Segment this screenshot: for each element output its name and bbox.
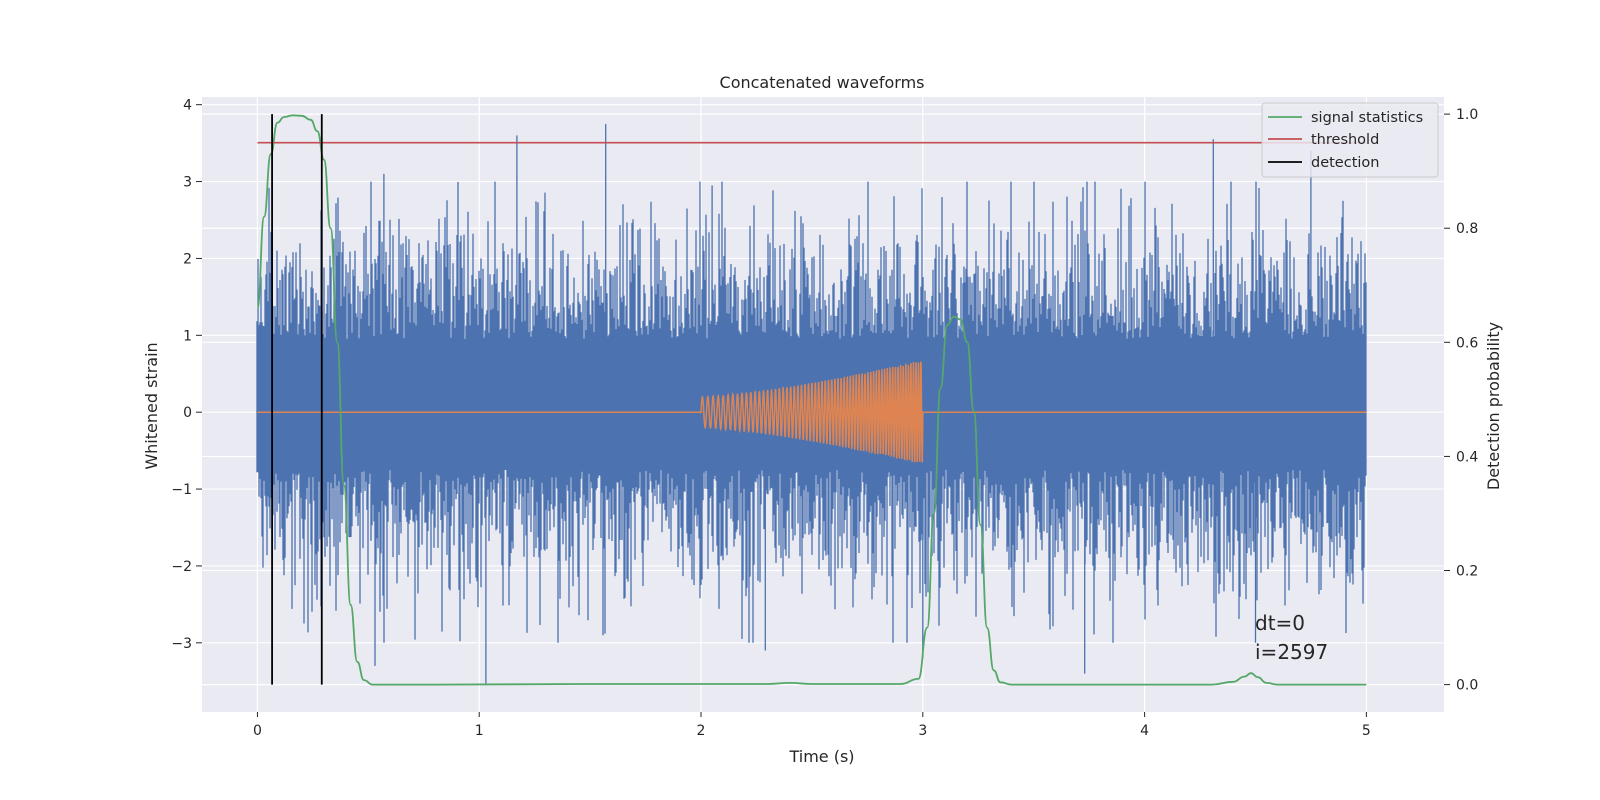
x-tick-label: 4 [1140,723,1149,739]
x-tick-label: 2 [697,723,706,739]
legend-label-threshold: threshold [1311,132,1379,148]
y-axis-title: Whitened strain [142,342,161,469]
y2-tick-label: 0.6 [1456,335,1478,351]
x-tick-label: 0 [253,723,262,739]
x-tick-label: 5 [1362,723,1371,739]
y2-tick-label: 0.0 [1456,678,1478,694]
y2-tick-label: 1.0 [1456,107,1478,123]
x-tick-label: 1 [475,723,484,739]
y-tick-label: −3 [171,636,192,652]
y-tick-label: 4 [183,98,192,114]
y-tick-label: 2 [183,251,192,267]
annotation-dt: dt=0 [1255,611,1305,635]
y2-tick-label: 0.8 [1456,221,1478,237]
y-tick-label: −2 [171,559,192,575]
legend-box [1261,102,1439,178]
probability-layer [256,114,1367,686]
x-axis-title: Time (s) [788,747,854,766]
y-tick-label: 0 [183,405,192,421]
y-tick-label: 1 [183,328,192,344]
y-tick-label: −1 [171,482,192,498]
annotation-index: i=2597 [1255,640,1328,664]
y2-tick-label: 0.2 [1456,564,1478,580]
y2-axis-title: Detection probability [1484,322,1503,490]
y-tick-label: 3 [183,175,192,191]
template-chirp-line [257,360,1367,463]
legend-label-signal-statistics: signal statistics [1311,110,1423,126]
legend-label-detection: detection [1311,155,1379,171]
y2-tick-label: 0.4 [1456,449,1478,465]
template-layer [257,360,1367,463]
chart-title: Concatenated waveforms [720,73,925,92]
signal-statistics-line [256,114,1367,686]
axes-layer: 0 1 2 3 4 5 −3 −2 −1 0 1 2 3 4 0.0 0.2 0.4 0.6 0.8 1.0 [171,98,1478,739]
x-tick-label: 3 [918,723,927,739]
legend: signal statistics threshold detection [1261,102,1439,178]
